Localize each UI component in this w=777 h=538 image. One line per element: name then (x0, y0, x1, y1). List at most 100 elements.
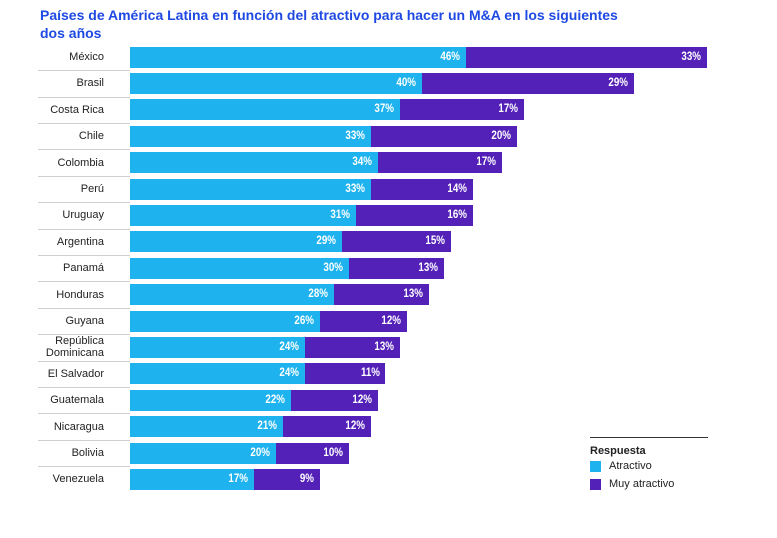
legend-swatch (590, 461, 601, 472)
bar (305, 363, 386, 385)
bar (130, 416, 284, 438)
value-label: 11% (360, 367, 380, 380)
bar (130, 442, 276, 464)
legend-label: Atractivo (609, 460, 652, 472)
category-label: Argentina (56, 235, 104, 248)
bar (465, 46, 707, 68)
category-label: Colombia (57, 156, 104, 169)
bar (130, 125, 371, 147)
separator (38, 149, 130, 151)
separator (38, 228, 130, 230)
bar (130, 46, 466, 68)
separator (38, 334, 130, 336)
value-label: 17% (476, 156, 497, 169)
separator (38, 202, 130, 204)
value-label: 46% (440, 50, 460, 63)
separator (38, 96, 130, 98)
category-label: Chile (78, 130, 104, 143)
value-label: 12% (352, 393, 373, 406)
value-label: 9% (299, 472, 314, 485)
value-label: 33% (681, 50, 701, 63)
value-label: 14% (447, 182, 468, 195)
value-label: 24% (279, 367, 300, 380)
value-label: 34% (352, 156, 373, 169)
value-label: 24% (279, 340, 300, 353)
legend-swatch (590, 479, 601, 490)
separator (38, 360, 130, 362)
bar (334, 284, 430, 306)
value-label: 17% (498, 103, 519, 116)
value-label: 28% (308, 288, 329, 301)
bar (130, 468, 255, 490)
bar (130, 389, 291, 411)
value-label: 40% (396, 76, 416, 89)
value-label: 13% (374, 340, 395, 353)
bar (130, 72, 422, 94)
separator (38, 123, 130, 124)
category-label: Panamá (63, 262, 104, 275)
category-label: Bolivia (71, 447, 104, 459)
category-label: Nicaragua (53, 420, 104, 433)
value-label: 12% (345, 420, 365, 433)
category-label: República Dominicana (45, 335, 104, 360)
value-label: 16% (447, 208, 468, 221)
category-label: El Salvador (47, 367, 104, 380)
bar (378, 152, 503, 174)
value-label: 31% (330, 208, 351, 221)
separator (38, 466, 130, 468)
bar (400, 99, 525, 121)
value-label: 26% (294, 314, 314, 327)
category-label: Costa Rica (50, 103, 104, 116)
separator (38, 281, 130, 283)
category-label: México (69, 51, 104, 63)
bar (319, 310, 408, 332)
legend-title: Respuesta (590, 445, 646, 457)
separator (38, 307, 130, 309)
value-label: 29% (316, 235, 336, 248)
bar (370, 178, 474, 200)
bar (130, 152, 379, 174)
separator (38, 387, 130, 388)
bar (130, 363, 306, 385)
value-label: 33% (345, 182, 365, 195)
bar (130, 284, 335, 306)
legend-rule (590, 437, 708, 438)
bar (130, 99, 401, 121)
separator (38, 255, 130, 256)
bar (130, 310, 320, 332)
bar (130, 336, 306, 358)
value-label: 20% (491, 129, 511, 142)
value-label: 12% (381, 314, 402, 327)
value-label: 30% (323, 261, 343, 274)
value-label: 37% (374, 103, 395, 116)
value-label: 22% (265, 393, 285, 406)
bar (290, 389, 379, 411)
bar (130, 231, 342, 253)
separator (38, 413, 130, 415)
bar (349, 257, 444, 279)
category-label: Uruguay (62, 209, 104, 222)
value-label: 21% (257, 420, 278, 433)
value-label: 17% (228, 472, 249, 485)
separator (38, 70, 130, 72)
bar (130, 204, 357, 226)
bar (130, 257, 349, 279)
category-label: Venezuela (52, 473, 104, 486)
bar (356, 204, 474, 226)
bar (341, 231, 452, 253)
value-label: 15% (425, 235, 446, 248)
value-label: 33% (345, 129, 365, 142)
value-label: 29% (608, 76, 628, 89)
chart-title: Países de América Latina en función del … (40, 7, 618, 41)
category-label: Perú (80, 183, 104, 195)
bar (305, 336, 401, 358)
legend-label: Muy atractivo (609, 478, 675, 490)
value-label: 10% (323, 446, 343, 459)
category-label: Honduras (56, 288, 104, 301)
separator (38, 439, 130, 441)
bar (370, 125, 517, 147)
bar (283, 416, 371, 438)
category-label: Guatemala (50, 394, 104, 407)
bar (422, 72, 634, 94)
